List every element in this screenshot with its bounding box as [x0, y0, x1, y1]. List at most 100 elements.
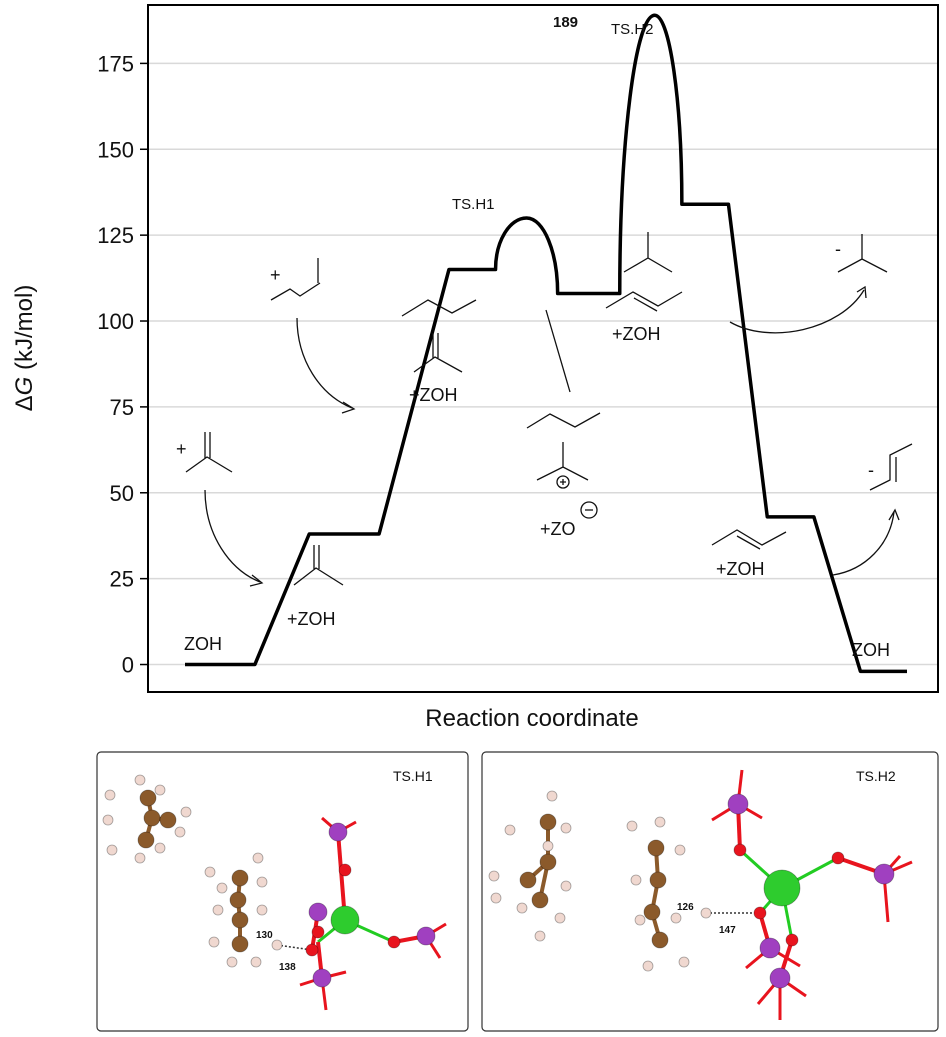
ts-h2-distance-2: 147 [719, 925, 736, 936]
hydrogen-atom [212, 904, 224, 916]
state-label-zoh-start: ZOH [184, 634, 222, 654]
hydrogen-atom [554, 912, 566, 924]
y-tick-label: 25 [110, 567, 134, 592]
cation-charge-circle [556, 475, 570, 489]
ts-h1-distance-2: 138 [279, 962, 296, 973]
charge-plus-1: + [176, 439, 187, 459]
y-tick-label: 50 [110, 481, 134, 506]
ts-h1-distance-1: 130 [256, 930, 273, 941]
ts-h2-panel: TS.H2 126 147 [481, 751, 939, 1032]
curved-arrow-2 [296, 317, 353, 409]
phosphorus-atom [328, 822, 348, 842]
hydrogen-atom [560, 822, 572, 834]
oxygen-atom [753, 906, 767, 920]
state-label-zoh-end: ZOH [852, 640, 890, 660]
hydrogen-atom [216, 882, 228, 894]
carbon-atom [159, 811, 177, 829]
ts-label-h1: TS.H1 [452, 196, 495, 213]
butene-sketch-3 [401, 299, 477, 317]
y-tick-label: 175 [97, 51, 134, 76]
reaction-divider-line [545, 309, 571, 393]
carbon-atom [647, 839, 665, 857]
tbutyl-cation-sketch [536, 442, 589, 481]
ts-h2-panel-title: TS.H2 [856, 768, 896, 784]
ts-h1-panel-frame [96, 751, 469, 1032]
ts-label-h2: TS.H2 [611, 21, 654, 38]
carbon-atom [539, 813, 557, 831]
carbon-atom [651, 931, 669, 949]
y-axis-ticks: 0 25 50 75 100 125 150 175 [97, 51, 148, 678]
y-axis-label-var: G [11, 377, 38, 396]
charge-minus-1: - [835, 239, 841, 259]
isobutane-sketch-1 [623, 232, 673, 273]
y-tick-label: 125 [97, 223, 134, 248]
curved-arrow-3-head [856, 285, 867, 299]
oxygen-atom [387, 935, 401, 949]
hydrogen-atom [271, 939, 283, 951]
hydrogen-atom [154, 842, 166, 854]
isobutene-sketch-2 [293, 545, 344, 586]
hydrogen-atom [204, 866, 216, 878]
hydrogen-atom [670, 912, 682, 924]
hydrogen-atom [134, 774, 146, 786]
bond [336, 831, 347, 921]
ts-value-h2: 189 [553, 14, 578, 31]
carbon-atom [139, 789, 157, 807]
state-label-zoh-1: +ZOH [287, 609, 336, 629]
carbon-atom [137, 831, 155, 849]
hydrogen-atom [252, 852, 264, 864]
oxygen-atom [733, 843, 747, 857]
charge-signs: + + - - [176, 239, 874, 480]
hydrogen-atom [174, 826, 186, 838]
y-axis-label: ΔG (kJ/mol) [11, 285, 38, 412]
hydrogen-atom [250, 956, 262, 968]
phosphorus-atom [727, 793, 749, 815]
state-label-zo-minus: +ZO [540, 519, 576, 539]
oxygen-atom [785, 933, 799, 947]
ts-h1-panel: TS.H1 130 138 [96, 751, 469, 1032]
oxygen-atom [305, 943, 319, 957]
phosphorus-atom [769, 967, 791, 989]
hydrogen-atom [106, 844, 118, 856]
state-label-zoh-2: +ZOH [409, 385, 458, 405]
phosphorus-atom [308, 902, 328, 922]
carbon-atom [231, 911, 249, 929]
hydrogen-atom [256, 904, 268, 916]
hydrogen-atom [642, 960, 654, 972]
energy-profile-line [185, 13, 907, 674]
state-label-zoh-3: +ZOH [612, 324, 661, 344]
hydrogen-atom [180, 806, 192, 818]
hydrogen-atom [678, 956, 690, 968]
carbon-atom [229, 891, 247, 909]
phosphorus-atom [759, 937, 781, 959]
hydrogen-atom [488, 870, 500, 882]
hydrogen-atom [504, 824, 516, 836]
y-tick-label: 150 [97, 137, 134, 162]
carbon-atom [649, 871, 667, 889]
isobutene-sketch-1 [185, 432, 233, 473]
cation-charge-plus [560, 479, 566, 485]
hydrogen-atom [490, 892, 502, 904]
x-axis-label: Reaction coordinate [425, 705, 638, 732]
butene-sketch-4 [605, 291, 683, 312]
butene-sketch-6 [711, 529, 787, 550]
hydrogen-atom [516, 902, 528, 914]
grid-lines [148, 62, 938, 666]
hydrogen-atom [226, 956, 238, 968]
curved-arrow-2-head [341, 401, 356, 414]
hydrogen-atom [654, 816, 666, 828]
y-tick-label: 75 [110, 395, 134, 420]
y-axis-label-symbol: Δ [11, 395, 38, 411]
butene-chain-sketch [270, 258, 321, 301]
hydrogen-atom [674, 844, 686, 856]
hydrogen-atom [208, 936, 220, 948]
hydrogen-atom [546, 790, 558, 802]
carbon-atom [519, 871, 537, 889]
plot-frame [147, 4, 939, 693]
hydrogen-atom [542, 840, 554, 852]
ts-h1-panel-title: TS.H1 [393, 768, 433, 784]
anion-charge-circle [580, 501, 598, 519]
y-tick-label: 100 [97, 309, 134, 334]
state-label-zoh-4: +ZOH [716, 559, 765, 579]
